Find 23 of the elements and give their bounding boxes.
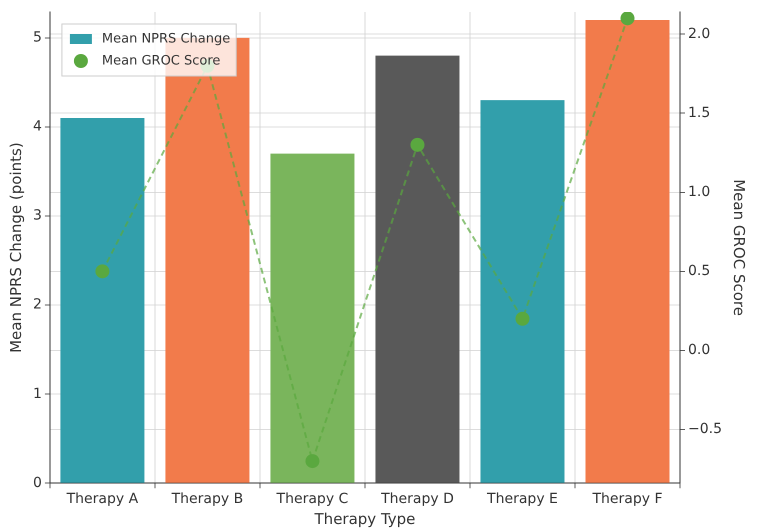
y2-tick-label: 1.5 [688, 104, 710, 121]
y-tick-label: 5 [32, 29, 42, 46]
y2-tick-label: 0.0 [688, 342, 710, 358]
x-axis-title: Therapy Type [314, 510, 416, 528]
y-tick-label: 3 [32, 208, 42, 224]
y-axis-title: Mean NPRS Change (points) [6, 142, 25, 353]
x-tick-label: Therapy B [170, 491, 244, 508]
y2-tick-label: 0.5 [688, 262, 710, 279]
y-tick-label: 0 [32, 474, 42, 491]
y2-tick-label: −0.5 [688, 421, 722, 438]
y-tick-label: 4 [32, 118, 42, 135]
x-tick-label: Therapy E [486, 491, 558, 508]
y-tick-label: 2 [32, 296, 42, 313]
x-tick-label: Therapy C [276, 491, 349, 508]
legend-label: Mean GROC Score [102, 53, 220, 68]
x-tick-label: Therapy D [380, 491, 454, 508]
x-tick-label: Therapy A [66, 491, 139, 508]
legend-label: Mean NPRS Change [102, 31, 230, 46]
y2-tick-label: 1.0 [688, 184, 710, 200]
y2-axis-title: Mean GROC Score [730, 179, 748, 316]
x-tick-label: Therapy F [591, 491, 663, 508]
y2-tick-label: 2.0 [688, 26, 710, 42]
y-tick-label: 1 [32, 386, 42, 402]
